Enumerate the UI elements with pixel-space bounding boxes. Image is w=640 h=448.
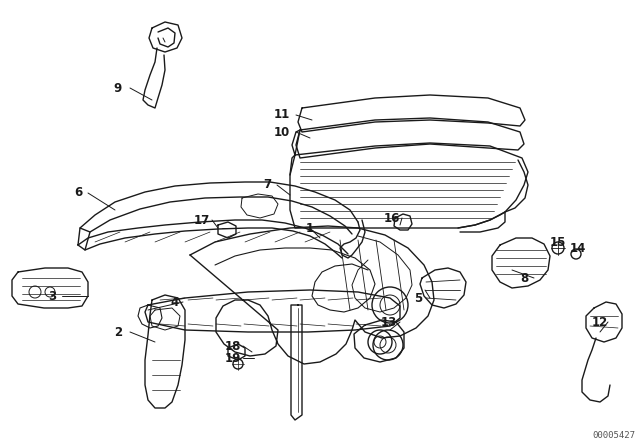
Text: 1: 1 (306, 221, 314, 234)
Text: 16: 16 (384, 211, 400, 224)
Text: 2: 2 (114, 326, 122, 339)
Text: 3: 3 (48, 289, 56, 302)
Text: 9: 9 (114, 82, 122, 95)
Text: 15: 15 (550, 236, 566, 249)
Text: 19: 19 (225, 352, 241, 365)
Text: 13: 13 (381, 315, 397, 328)
Text: 12: 12 (592, 315, 608, 328)
Text: 18: 18 (225, 340, 241, 353)
Text: 10: 10 (274, 125, 290, 138)
Text: 6: 6 (74, 186, 82, 199)
Text: 14: 14 (570, 241, 586, 254)
Text: 00005427: 00005427 (592, 431, 635, 440)
Text: 8: 8 (520, 271, 528, 284)
Text: 4: 4 (171, 296, 179, 309)
Text: 17: 17 (194, 214, 210, 227)
Text: 5: 5 (414, 292, 422, 305)
Text: 7: 7 (263, 178, 271, 191)
Text: 11: 11 (274, 108, 290, 121)
